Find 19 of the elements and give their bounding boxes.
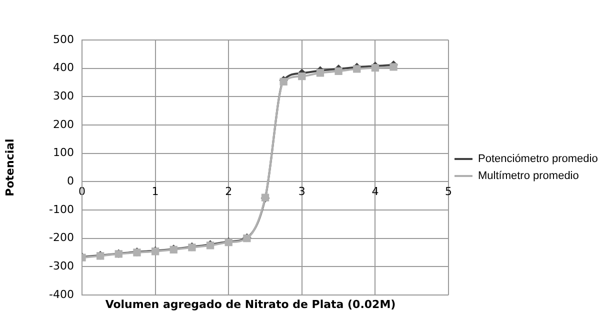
- legend-label: Potenciómetro promedio: [478, 153, 598, 166]
- x-tick-label: 2: [225, 185, 232, 198]
- legend-label: Multímetro promedio: [478, 170, 579, 182]
- x-tick-label: 3: [298, 185, 306, 198]
- x-axis-title: Volumen agregado de Nitrato de Plata (0.02M): [104, 298, 397, 311]
- y-tick-label: 300: [53, 90, 74, 103]
- y-tick-label: 200: [53, 118, 74, 131]
- y-tick-label: 100: [53, 146, 74, 160]
- y-axis-title: Potencial: [3, 138, 16, 196]
- y-tick-label: -100: [49, 202, 74, 216]
- y-tick-label: 400: [53, 61, 74, 74]
- x-tick-label: 5: [445, 185, 452, 198]
- x-tick-label: 1: [152, 185, 159, 198]
- x-tick-label: 4: [372, 185, 379, 198]
- y-tick-label: 0: [67, 174, 74, 188]
- y-tick-label: -400: [49, 288, 74, 301]
- y-tick-label: -200: [49, 231, 74, 244]
- y-tick-label: -300: [49, 260, 74, 273]
- y-tick-label: 500: [53, 32, 74, 46]
